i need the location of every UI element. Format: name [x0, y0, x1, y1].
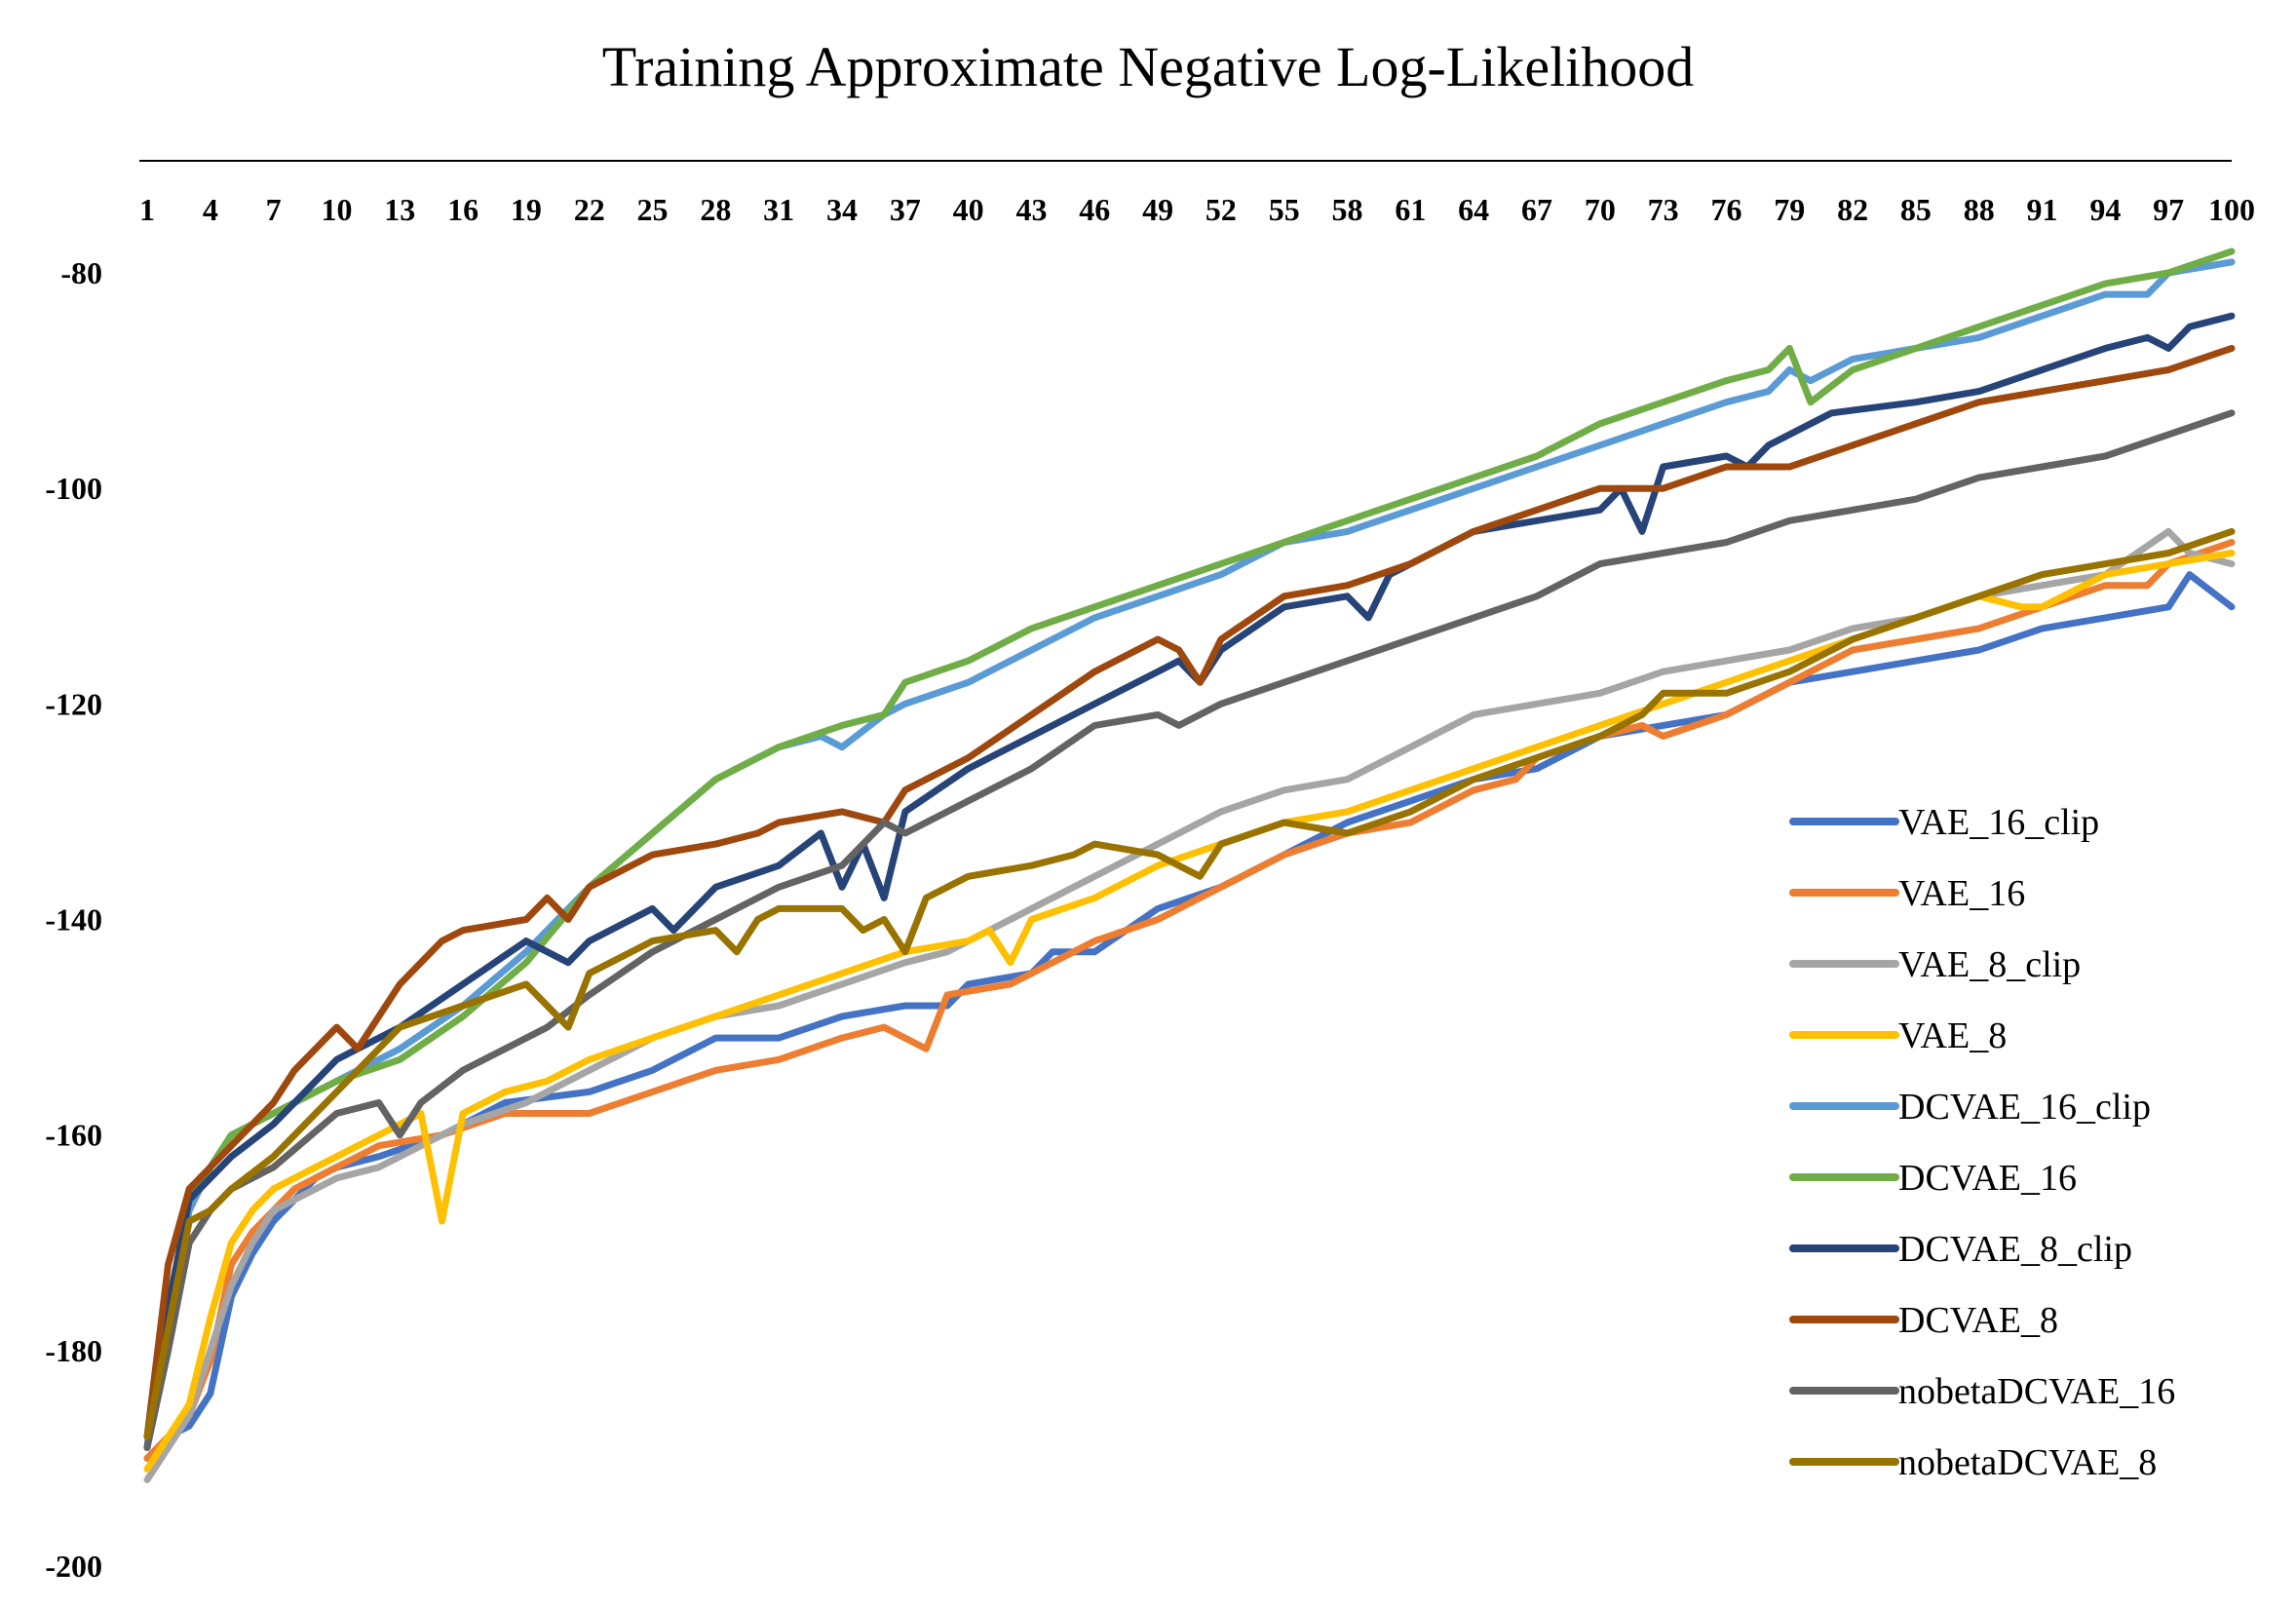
x-tick-label: 28 [700, 192, 731, 227]
legend-label-VAE_16: VAE_16 [1898, 873, 2025, 914]
x-tick-label: 94 [2089, 192, 2121, 227]
x-tick-label: 37 [890, 192, 921, 227]
x-tick-label: 34 [826, 192, 858, 227]
y-tick-label: -100 [45, 471, 102, 506]
legend-label-DCVAE_16_clip: DCVAE_16_clip [1898, 1087, 2151, 1128]
x-tick-label: 31 [763, 192, 794, 227]
y-tick-label: -140 [45, 902, 102, 937]
legend-label-DCVAE_16: DCVAE_16 [1898, 1158, 2077, 1199]
y-tick-label: -160 [45, 1118, 102, 1153]
x-tick-label: 16 [447, 192, 478, 227]
y-tick-label: -80 [60, 255, 102, 290]
x-tick-labels: 1 4 7 10 13 16 19 22 25 28 31 34 37 40 43 46 49 52 55 58 61 6… [139, 192, 2255, 227]
x-tick-label: 97 [2153, 192, 2184, 227]
x-tick-label: 10 [321, 192, 352, 227]
x-tick-label: 85 [1900, 192, 1932, 227]
series-lines [143, 248, 2236, 1483]
legend: VAE_16_clip VAE_16 VAE_8_clip VAE_8 DCVAE_16… [1789, 802, 2175, 1483]
x-tick-label: 88 [1964, 192, 1995, 227]
series-line-nobetaDCVAE_16 [143, 409, 2236, 1451]
x-tick-label: 76 [1710, 192, 1741, 227]
x-tick-label: 91 [2027, 192, 2058, 227]
x-tick-label: 100 [2208, 192, 2255, 227]
x-tick-label: 22 [574, 192, 605, 227]
x-tick-label: 49 [1142, 192, 1173, 227]
y-tick-label: -200 [45, 1549, 102, 1584]
legend-label-nobetaDCVAE_8: nobetaDCVAE_8 [1898, 1442, 2157, 1483]
series-line-DCVAE_16 [143, 248, 2236, 1440]
legend-label-VAE_8_clip: VAE_8_clip [1898, 944, 2081, 985]
series-line-nobetaDCVAE_8 [143, 527, 2236, 1440]
x-tick-label: 40 [953, 192, 984, 227]
series-line-VAE_8_clip [143, 527, 2236, 1483]
x-tick-label: 55 [1269, 192, 1300, 227]
legend-label-VAE_16_clip: VAE_16_clip [1898, 802, 2099, 843]
x-tick-label: 46 [1079, 192, 1110, 227]
x-tick-label: 70 [1585, 192, 1616, 227]
series-line-DCVAE_16_clip [143, 258, 2236, 1451]
series-line-DCVAE_8 [143, 344, 2236, 1440]
x-tick-label: 25 [637, 192, 669, 227]
legend-label-DCVAE_8: DCVAE_8 [1898, 1300, 2058, 1341]
y-tick-label: -180 [45, 1333, 102, 1368]
x-tick-label: 4 [203, 192, 218, 227]
x-tick-label: 79 [1774, 192, 1805, 227]
x-tick-label: 52 [1205, 192, 1237, 227]
x-tick-label: 13 [384, 192, 415, 227]
x-tick-label: 58 [1332, 192, 1363, 227]
x-tick-label: 82 [1837, 192, 1868, 227]
x-tick-label: 43 [1015, 192, 1047, 227]
x-tick-label: 73 [1648, 192, 1679, 227]
y-tick-label: -120 [45, 686, 102, 721]
x-tick-label: 19 [511, 192, 542, 227]
chart-title: Training Approximate Negative Log-Likeli… [602, 35, 1695, 98]
x-tick-label: 67 [1521, 192, 1552, 227]
y-tick-labels: -80 -100 -120 -140 -160 -180 -200 [45, 255, 102, 1584]
series-line-VAE_16 [143, 539, 2236, 1462]
x-tick-label: 61 [1395, 192, 1426, 227]
x-tick-label: 1 [139, 192, 155, 227]
legend-label-nobetaDCVAE_16: nobetaDCVAE_16 [1898, 1371, 2175, 1412]
x-tick-label: 64 [1458, 192, 1489, 227]
x-tick-label: 7 [266, 192, 282, 227]
legend-label-VAE_8: VAE_8 [1898, 1015, 2007, 1056]
legend-label-DCVAE_8_clip: DCVAE_8_clip [1898, 1229, 2132, 1270]
